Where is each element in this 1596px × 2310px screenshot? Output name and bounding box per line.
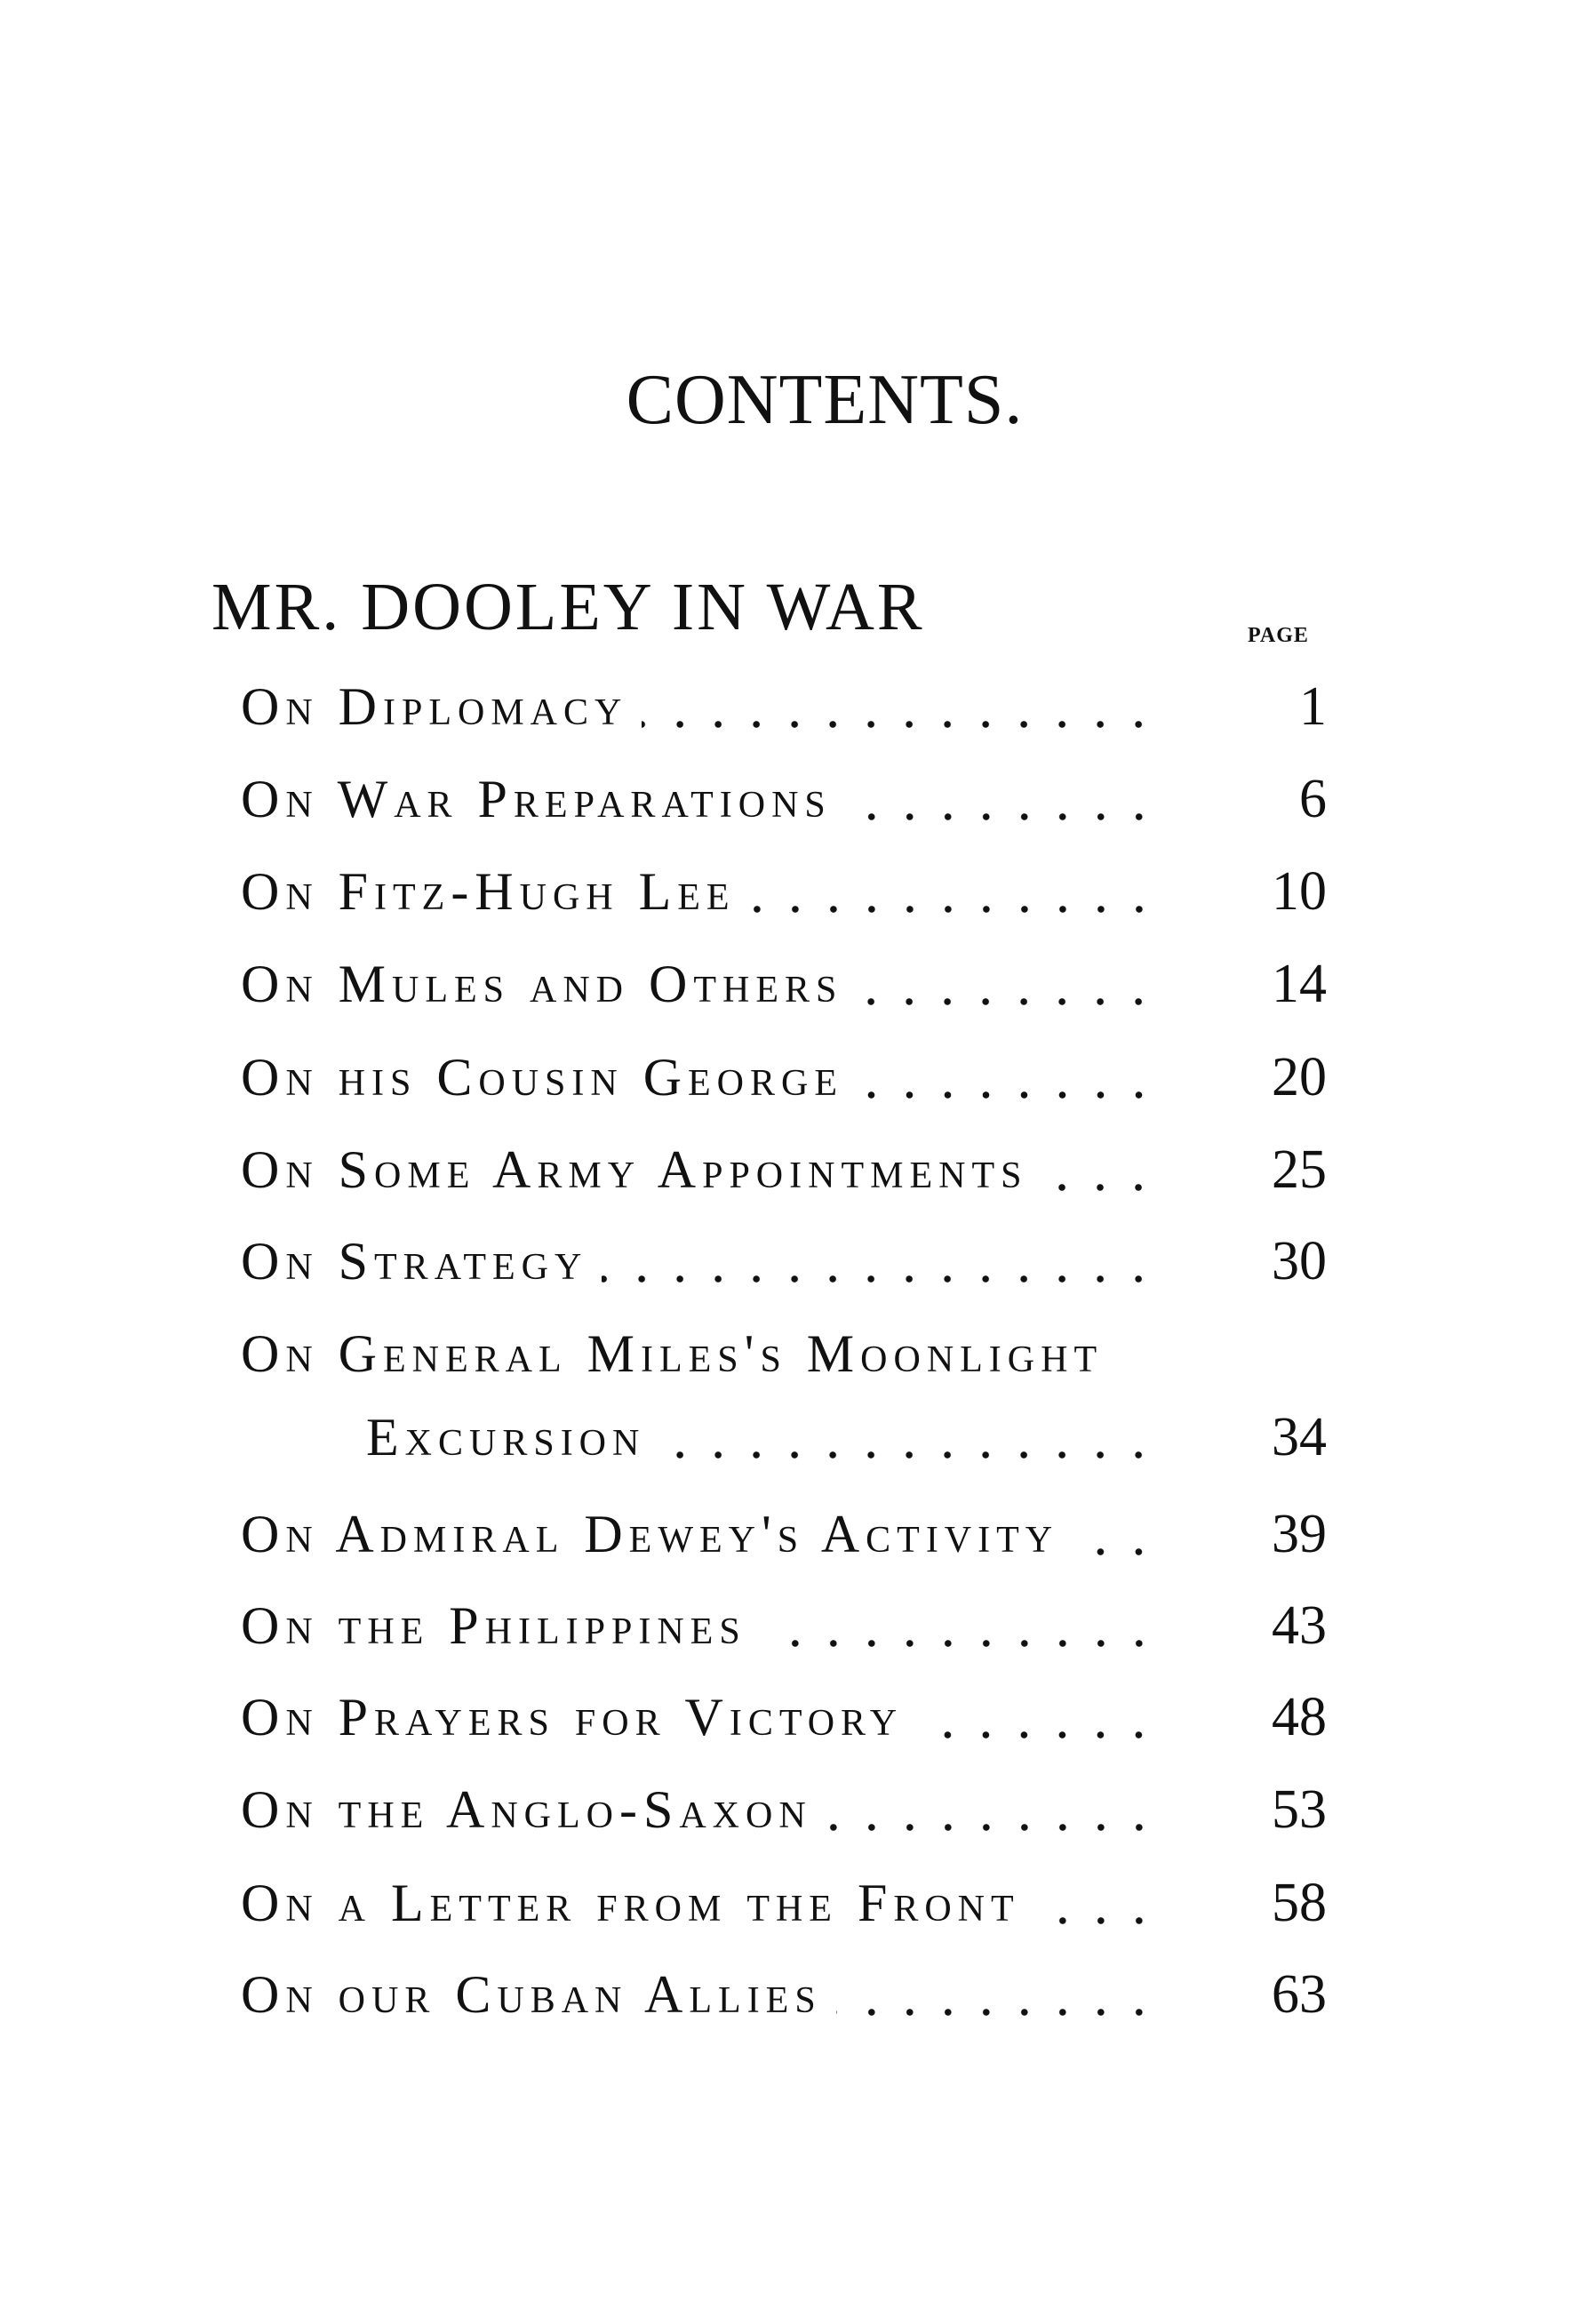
entry-page: 63: [1272, 1964, 1327, 2025]
dot-leader: [602, 1275, 1158, 1283]
page-column-label: PAGE: [1248, 624, 1309, 647]
dot-leader: [857, 997, 1158, 1006]
dot-leader: [1041, 1183, 1158, 1192]
dot-leader: [826, 1823, 1158, 1832]
toc-entry[interactable]: On Admiral Dewey's Activity 39: [241, 1503, 1327, 1574]
dot-leader: [917, 1731, 1158, 1739]
entry-title: On War Preparations: [241, 770, 832, 828]
entry-title: On a Letter from the Front: [241, 1874, 1020, 1932]
entry-page: 14: [1272, 954, 1327, 1014]
dot-leader: [760, 1639, 1158, 1648]
entry-title: On General Miles's Moonlight: [241, 1324, 1104, 1383]
spacer: [1117, 1368, 1300, 1377]
toc-entry[interactable]: On General Miles's Moonlight: [241, 1323, 1327, 1395]
entry-title: On Admiral Dewey's Activity: [241, 1505, 1059, 1563]
entry-title-continuation: Excursion: [366, 1408, 646, 1467]
dot-leader: [835, 2008, 1158, 2017]
toc-entry[interactable]: On Prayers for Victory 48: [241, 1686, 1327, 1757]
entry-title: On Mules and Others: [241, 955, 843, 1013]
entry-page: 53: [1272, 1779, 1327, 1840]
toc-entry[interactable]: On Some Army Appointments 25: [241, 1139, 1327, 1210]
toc-entry[interactable]: On Fitz-Hugh Lee 10: [241, 860, 1327, 931]
entry-page: 25: [1272, 1139, 1327, 1200]
page-title: CONTENTS.: [626, 361, 1024, 439]
toc-entry[interactable]: On Strategy 30: [241, 1230, 1327, 1301]
entry-title: On our Cuban Allies: [241, 1965, 822, 2024]
entry-title: On the Anglo-Saxon: [241, 1780, 812, 1839]
section-heading: MR. DOOLEY IN WAR: [211, 570, 925, 644]
entry-title: On Some Army Appointments: [241, 1140, 1028, 1199]
entry-title: On the Philippines: [241, 1596, 746, 1655]
toc-entry-continuation[interactable]: Excursion 34: [366, 1406, 1327, 1477]
entry-title: On his Cousin George: [241, 1048, 844, 1107]
entry-title: On Fitz-Hugh Lee: [241, 862, 736, 921]
dot-leader: [749, 905, 1158, 914]
entry-title: On Diplomacy: [241, 677, 628, 736]
toc-entry[interactable]: On War Preparations 6: [241, 768, 1327, 839]
dot-leader: [1073, 1547, 1158, 1556]
dot-leader: [659, 1451, 1158, 1459]
entry-page: 1: [1299, 676, 1327, 737]
entry-page: 58: [1272, 1873, 1327, 1933]
dot-leader: [845, 812, 1158, 821]
toc-entry[interactable]: On Diplomacy 1: [241, 675, 1327, 747]
entry-title: On Prayers for Victory: [241, 1688, 904, 1746]
entry-page: 20: [1272, 1047, 1327, 1107]
dot-leader: [1033, 1916, 1158, 1925]
entry-title: On Strategy: [241, 1232, 588, 1291]
entry-page: 10: [1272, 861, 1327, 922]
entry-page: 39: [1272, 1504, 1327, 1564]
entry-page: 34: [1272, 1407, 1327, 1467]
toc-entry[interactable]: On Mules and Others 14: [241, 953, 1327, 1024]
dot-leader: [642, 720, 1158, 729]
entry-page: 6: [1299, 769, 1327, 829]
entry-page: 43: [1272, 1595, 1327, 1656]
dot-leader: [858, 1091, 1158, 1099]
toc-entry[interactable]: On a Letter from the Front 58: [241, 1872, 1327, 1943]
toc-entry[interactable]: On his Cousin George 20: [241, 1046, 1327, 1117]
entry-page: 30: [1272, 1231, 1327, 1291]
toc-entry[interactable]: On the Philippines 43: [241, 1595, 1327, 1666]
toc-entry[interactable]: On the Anglo-Saxon 53: [241, 1778, 1327, 1850]
toc-entry[interactable]: On our Cuban Allies 63: [241, 1963, 1327, 2034]
entry-page: 48: [1272, 1687, 1327, 1747]
